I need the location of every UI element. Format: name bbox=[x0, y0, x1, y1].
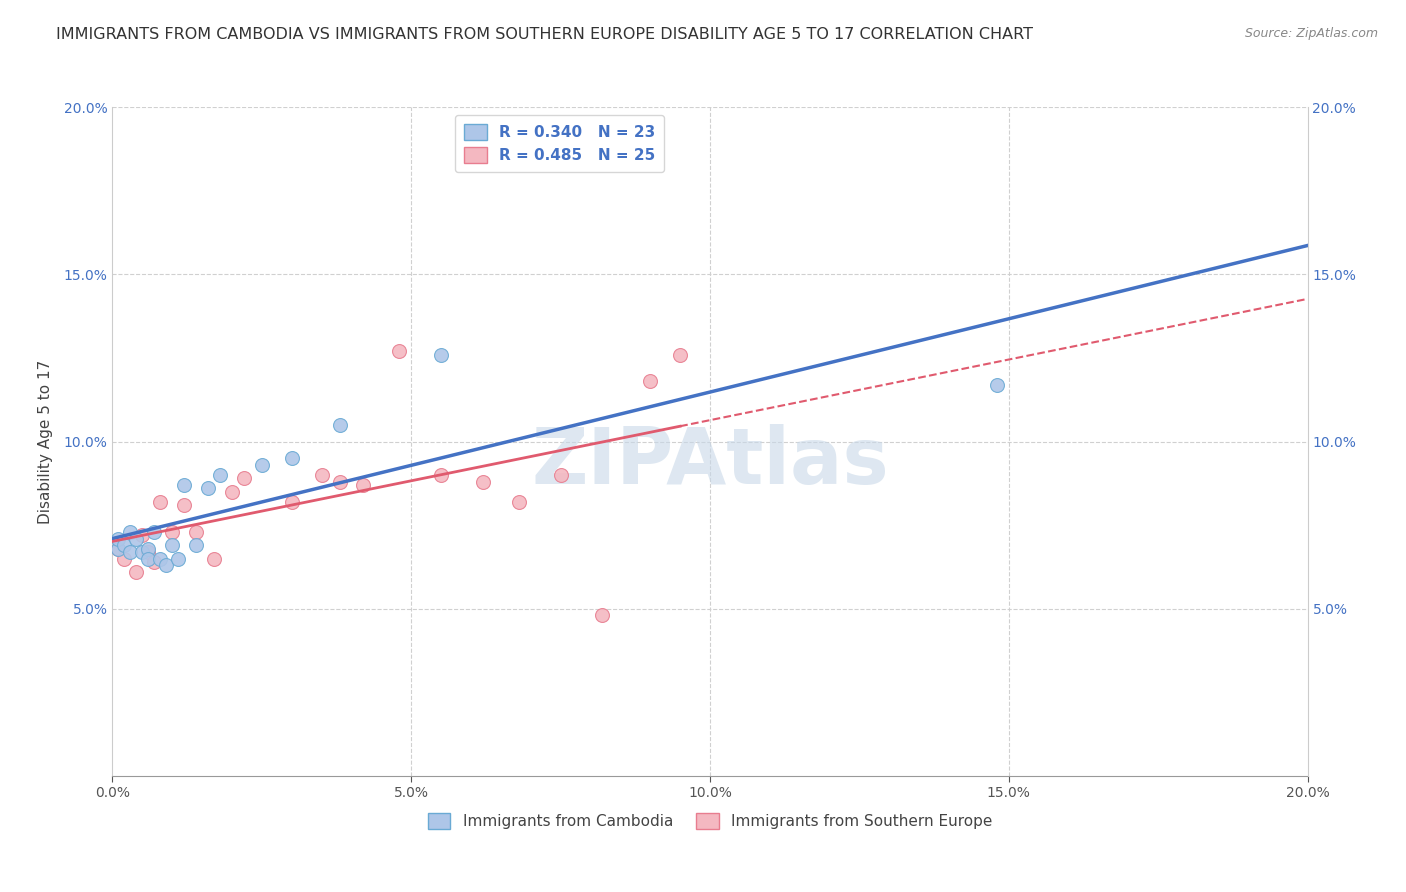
Point bbox=[353, 478, 375, 492]
Point bbox=[149, 494, 172, 508]
Point bbox=[149, 551, 172, 566]
Point bbox=[197, 482, 219, 496]
Point bbox=[508, 494, 530, 508]
Point bbox=[202, 551, 225, 566]
Point bbox=[430, 347, 453, 362]
Point bbox=[430, 467, 453, 482]
Point bbox=[143, 555, 166, 569]
Point bbox=[329, 417, 352, 432]
Point bbox=[107, 532, 129, 546]
Point bbox=[125, 565, 148, 579]
Point bbox=[120, 545, 142, 559]
Legend: Immigrants from Cambodia, Immigrants from Southern Europe: Immigrants from Cambodia, Immigrants fro… bbox=[422, 807, 998, 835]
Point bbox=[120, 524, 142, 539]
Text: IMMIGRANTS FROM CAMBODIA VS IMMIGRANTS FROM SOUTHERN EUROPE DISABILITY AGE 5 TO : IMMIGRANTS FROM CAMBODIA VS IMMIGRANTS F… bbox=[56, 27, 1033, 42]
Point bbox=[311, 467, 333, 482]
Point bbox=[250, 458, 273, 472]
Point bbox=[114, 538, 135, 552]
Point bbox=[640, 375, 662, 389]
Point bbox=[186, 538, 208, 552]
Point bbox=[173, 498, 195, 512]
Point bbox=[669, 347, 692, 362]
Point bbox=[173, 478, 195, 492]
Point bbox=[592, 608, 614, 623]
Point bbox=[125, 532, 148, 546]
Point bbox=[167, 551, 190, 566]
Point bbox=[281, 451, 304, 466]
Y-axis label: Disability Age 5 to 17: Disability Age 5 to 17 bbox=[38, 359, 52, 524]
Point bbox=[221, 484, 243, 499]
Point bbox=[233, 471, 256, 485]
Point bbox=[162, 524, 183, 539]
Point bbox=[388, 344, 411, 359]
Point bbox=[550, 467, 572, 482]
Point bbox=[472, 475, 495, 489]
Point bbox=[131, 545, 153, 559]
Point bbox=[138, 545, 160, 559]
Point bbox=[155, 558, 177, 573]
Point bbox=[281, 494, 304, 508]
Point bbox=[329, 475, 352, 489]
Point bbox=[107, 541, 129, 556]
Point bbox=[138, 541, 160, 556]
Point bbox=[114, 551, 135, 566]
Point bbox=[209, 467, 232, 482]
Point bbox=[186, 524, 208, 539]
Point bbox=[143, 524, 166, 539]
Point bbox=[107, 541, 129, 556]
Point bbox=[162, 538, 183, 552]
Point bbox=[986, 377, 1008, 392]
Point bbox=[131, 528, 153, 542]
Text: Source: ZipAtlas.com: Source: ZipAtlas.com bbox=[1244, 27, 1378, 40]
Point bbox=[138, 551, 160, 566]
Text: ZIPAtlas: ZIPAtlas bbox=[531, 424, 889, 500]
